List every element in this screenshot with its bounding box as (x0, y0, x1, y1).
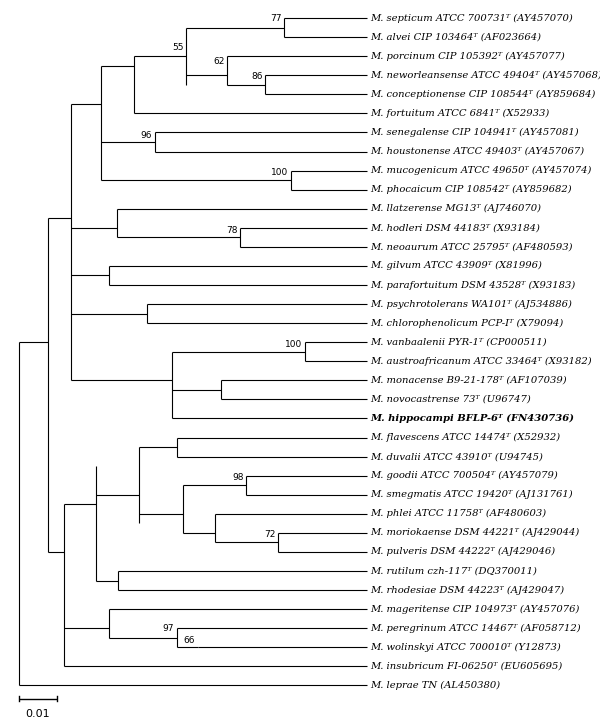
Text: M. pulveris DSM 44222ᵀ (AJ429046): M. pulveris DSM 44222ᵀ (AJ429046) (370, 547, 556, 557)
Text: M. duvalii ATCC 43910ᵀ (U94745): M. duvalii ATCC 43910ᵀ (U94745) (370, 452, 543, 461)
Text: M. porcinum CIP 105392ᵀ (AY457077): M. porcinum CIP 105392ᵀ (AY457077) (370, 52, 565, 61)
Text: M. novocastrense 73ᵀ (U96747): M. novocastrense 73ᵀ (U96747) (370, 395, 531, 404)
Text: 77: 77 (271, 14, 282, 22)
Text: M. fortuitum ATCC 6841ᵀ (X52933): M. fortuitum ATCC 6841ᵀ (X52933) (370, 109, 550, 118)
Text: M. mucogenicum ATCC 49650ᵀ (AY457074): M. mucogenicum ATCC 49650ᵀ (AY457074) (370, 166, 592, 175)
Text: M. peregrinum ATCC 14467ᵀ (AF058712): M. peregrinum ATCC 14467ᵀ (AF058712) (370, 624, 581, 633)
Text: M. wolinskyi ATCC 700010ᵀ (Y12873): M. wolinskyi ATCC 700010ᵀ (Y12873) (370, 642, 561, 652)
Text: 98: 98 (232, 473, 244, 482)
Text: 97: 97 (163, 624, 174, 633)
Text: M. conceptionense CIP 108544ᵀ (AY859684): M. conceptionense CIP 108544ᵀ (AY859684) (370, 89, 596, 99)
Text: M. parafortuitum DSM 43528ᵀ (X93183): M. parafortuitum DSM 43528ᵀ (X93183) (370, 280, 575, 290)
Text: M. rhodesiae DSM 44223ᵀ (AJ429047): M. rhodesiae DSM 44223ᵀ (AJ429047) (370, 585, 565, 595)
Text: M. rutilum czh-117ᵀ (DQ370011): M. rutilum czh-117ᵀ (DQ370011) (370, 567, 537, 575)
Text: M. psychrotolerans WA101ᵀ (AJ534886): M. psychrotolerans WA101ᵀ (AJ534886) (370, 299, 572, 309)
Text: M. septicum ATCC 700731ᵀ (AY457070): M. septicum ATCC 700731ᵀ (AY457070) (370, 14, 573, 22)
Text: M. insubricum FI-06250ᵀ (EU605695): M. insubricum FI-06250ᵀ (EU605695) (370, 662, 563, 671)
Text: 78: 78 (226, 226, 238, 235)
Text: M. leprae TN (AL450380): M. leprae TN (AL450380) (370, 681, 500, 690)
Text: 66: 66 (184, 636, 195, 645)
Text: M. phlei ATCC 11758ᵀ (AF480603): M. phlei ATCC 11758ᵀ (AF480603) (370, 509, 547, 518)
Text: M. smegmatis ATCC 19420ᵀ (AJ131761): M. smegmatis ATCC 19420ᵀ (AJ131761) (370, 490, 573, 499)
Text: M. monacense B9-21-178ᵀ (AF107039): M. monacense B9-21-178ᵀ (AF107039) (370, 376, 567, 385)
Text: M. mageritense CIP 104973ᵀ (AY457076): M. mageritense CIP 104973ᵀ (AY457076) (370, 604, 580, 614)
Text: M. neworleansense ATCC 49404ᵀ (AY457068): M. neworleansense ATCC 49404ᵀ (AY457068) (370, 71, 600, 80)
Text: M. alvei CIP 103464ᵀ (AF023664): M. alvei CIP 103464ᵀ (AF023664) (370, 32, 541, 42)
Text: M. houstonense ATCC 49403ᵀ (AY457067): M. houstonense ATCC 49403ᵀ (AY457067) (370, 147, 584, 156)
Text: 55: 55 (172, 43, 184, 52)
Text: M. hippocampi BFLP-6ᵀ (FN430736): M. hippocampi BFLP-6ᵀ (FN430736) (370, 414, 574, 423)
Text: M. llatzerense MG13ᵀ (AJ746070): M. llatzerense MG13ᵀ (AJ746070) (370, 204, 541, 213)
Text: 0.01: 0.01 (25, 709, 50, 720)
Text: M. chlorophenolicum PCP-Iᵀ (X79094): M. chlorophenolicum PCP-Iᵀ (X79094) (370, 319, 563, 327)
Text: M. moriokaense DSM 44221ᵀ (AJ429044): M. moriokaense DSM 44221ᵀ (AJ429044) (370, 528, 580, 537)
Text: M. hodleri DSM 44183ᵀ (X93184): M. hodleri DSM 44183ᵀ (X93184) (370, 224, 540, 232)
Text: 72: 72 (264, 530, 275, 539)
Text: 100: 100 (271, 168, 288, 177)
Text: M. vanbaalenii PYR-1ᵀ (CP000511): M. vanbaalenii PYR-1ᵀ (CP000511) (370, 337, 547, 347)
Text: M. phocaicum CIP 108542ᵀ (AY859682): M. phocaicum CIP 108542ᵀ (AY859682) (370, 185, 572, 194)
Text: M. senegalense CIP 104941ᵀ (AY457081): M. senegalense CIP 104941ᵀ (AY457081) (370, 128, 579, 137)
Text: 86: 86 (251, 71, 263, 81)
Text: M. goodii ATCC 700504ᵀ (AY457079): M. goodii ATCC 700504ᵀ (AY457079) (370, 471, 558, 480)
Text: M. neoaurum ATCC 25795ᵀ (AF480593): M. neoaurum ATCC 25795ᵀ (AF480593) (370, 242, 573, 252)
Text: 100: 100 (286, 340, 302, 348)
Text: 96: 96 (140, 131, 152, 140)
Text: 62: 62 (214, 58, 225, 66)
Text: M. austroafricanum ATCC 33464ᵀ (X93182): M. austroafricanum ATCC 33464ᵀ (X93182) (370, 357, 592, 366)
Text: M. flavescens ATCC 14474ᵀ (X52932): M. flavescens ATCC 14474ᵀ (X52932) (370, 433, 560, 442)
Text: M. gilvum ATCC 43909ᵀ (X81996): M. gilvum ATCC 43909ᵀ (X81996) (370, 261, 542, 270)
